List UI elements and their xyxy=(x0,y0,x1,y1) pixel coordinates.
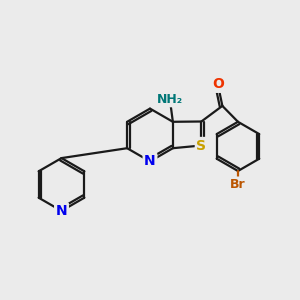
Text: N: N xyxy=(56,204,67,218)
Text: NH₂: NH₂ xyxy=(157,93,183,106)
Text: Br: Br xyxy=(230,178,246,191)
Text: N: N xyxy=(144,154,156,168)
Text: S: S xyxy=(196,139,206,152)
Text: O: O xyxy=(212,77,224,91)
